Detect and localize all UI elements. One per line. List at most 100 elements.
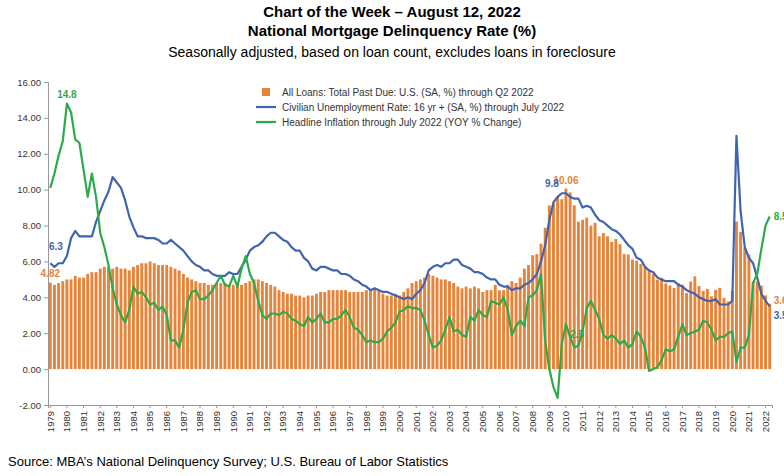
x-tick-label: 1996 [327,411,338,432]
x-tick-mark [582,405,583,408]
y-tick-label: 0.00 [23,364,42,375]
legend-label: Civilian Unemployment Rate: 16 yr + (SA,… [282,102,565,113]
source-note: Source: MBA’s National Delinquency Surve… [8,454,449,469]
x-tick-mark [100,405,101,408]
bar [627,254,630,369]
annotation: 3.64 [774,295,784,306]
bar [215,283,218,369]
bar [307,296,310,370]
plot-marks [49,104,771,398]
x-tick-mark [50,405,51,408]
x-tick-label: 2002 [427,411,438,432]
bar [107,267,110,369]
x-tick: 2003 [444,405,455,432]
bar [664,284,667,370]
bar [589,226,592,369]
chart-subtitle: Seasonally adjusted, based on loan count… [168,44,616,60]
annotation: 14.8 [57,89,77,100]
x-tick: 1985 [144,405,155,432]
x-tick-label: 2000 [394,411,405,432]
annotations: 4.8210.063.646.39.83.514.82.58.5 [41,89,784,341]
y-tick: 10.00 [17,184,48,195]
bar [461,288,464,369]
bar [86,274,89,369]
bar [477,288,480,369]
x-tick-label: 2008 [527,411,538,432]
bar [652,274,655,369]
x-tick-mark [665,405,666,408]
bar [527,265,530,369]
bar [336,290,339,369]
y-tick: 2.00 [23,328,49,339]
chart-svg: Chart of the Week – August 12, 2022Natio… [0,0,784,476]
bar [768,304,771,369]
legend-swatch [256,121,276,123]
y-tick-label: 14.00 [17,112,41,123]
bar [406,288,409,369]
bar [440,279,443,369]
y-tick-label: 4.00 [23,292,42,303]
x-tick-label: 1990 [228,411,239,432]
bar [174,269,177,369]
bar [394,294,397,369]
bar [419,279,422,369]
x-tick-label: 1979 [45,411,56,432]
x-tick-label: 2001 [411,411,422,432]
x-tick-mark [299,405,300,408]
x-tick-label: 1994 [294,411,305,432]
x-tick: 1993 [277,405,288,432]
x-tick-label: 1988 [194,411,205,432]
legend-label: All Loans: Total Past Due: U.S. (SA, %) … [282,87,534,98]
bar [61,281,64,369]
x-tick: 1982 [95,405,106,432]
chart-title: Chart of the Week – August 12, 2022 [263,3,521,20]
x-tick-label: 1984 [128,411,139,432]
x-tick-mark [532,405,533,408]
y-tick-mark [44,333,48,334]
x-tick: 2004 [460,405,471,432]
bar [294,296,297,370]
bar [74,276,77,369]
bar [631,259,634,369]
x-tick-mark [183,405,184,408]
bar [298,296,301,370]
bar [286,294,289,369]
chart-container: Chart of the Week – August 12, 2022Natio… [0,0,784,476]
bar [677,283,680,369]
x-tick-mark [516,405,517,408]
y-tick-mark [44,154,48,155]
bar [494,285,497,369]
legend-label: Headline Inflation through July 2022 (YO… [282,117,521,128]
x-tick-label: 2022 [760,411,771,432]
x-tick: 1987 [178,405,189,432]
x-tick: 2019 [710,405,721,432]
line-series [50,136,769,306]
bar [469,288,472,369]
x-tick-mark [266,405,267,408]
bar [352,292,355,369]
bar [178,270,181,369]
x-tick-label: 1980 [61,411,72,432]
bar [743,248,746,369]
y-tick: -2.00 [19,400,48,411]
bar [53,285,56,369]
x-tick-label: 2014 [627,411,638,432]
bar [431,276,434,369]
bar [332,290,335,369]
x-tick-mark [432,405,433,408]
x-tick-mark [748,405,749,408]
bar [398,296,401,370]
x-tick-mark [466,405,467,408]
bar [90,272,93,369]
x-tick-label: 1981 [78,411,89,432]
y-tick: 16.00 [17,77,48,88]
x-tick-mark [732,405,733,408]
x-tick-mark [499,405,500,408]
x-tick-label: 2019 [710,411,721,432]
x-tick-label: 1985 [144,411,155,432]
x-tick-mark [449,405,450,408]
annotation: 3.5 [774,310,784,321]
x-tick: 1999 [377,405,388,432]
x-tick: 2005 [477,405,488,432]
x-tick: 1998 [361,405,372,432]
